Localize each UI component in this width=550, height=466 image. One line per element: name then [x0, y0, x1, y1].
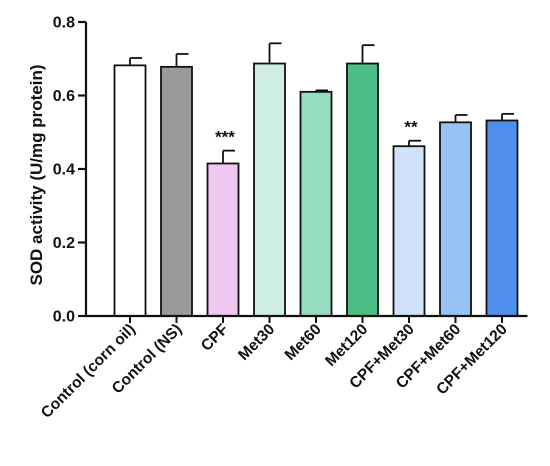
x-axis: Control (corn oil)Control (NS) CPF Met30 Me…: [38, 314, 528, 422]
y-tick-label: 0.4: [53, 162, 75, 179]
bar: [346, 62, 379, 317]
x-tick-label: Met60: [282, 321, 325, 364]
significance-label: **: [404, 118, 418, 137]
bar: [113, 64, 147, 317]
bar: [485, 119, 519, 317]
x-tick-label: CPF: [198, 321, 232, 355]
bars: *****: [113, 42, 519, 317]
bar: [253, 62, 286, 317]
significance-label: ***: [215, 128, 235, 147]
y-tick-label: 0.6: [53, 88, 75, 105]
y-axis: 0.0 0.2 0.4 0.6 0.8: [53, 15, 88, 326]
bar: [299, 90, 333, 317]
x-tick-label: Met30: [235, 321, 278, 364]
bar: [206, 162, 240, 317]
y-axis-label: SOD activity (U/mg protein): [27, 64, 46, 285]
y-tick-label: 0.2: [53, 235, 75, 252]
y-tick-label: 0.8: [53, 15, 75, 32]
y-tick-label: 0.0: [53, 309, 75, 326]
bar: [439, 121, 472, 317]
bar: [160, 65, 193, 317]
bar: [392, 145, 426, 317]
